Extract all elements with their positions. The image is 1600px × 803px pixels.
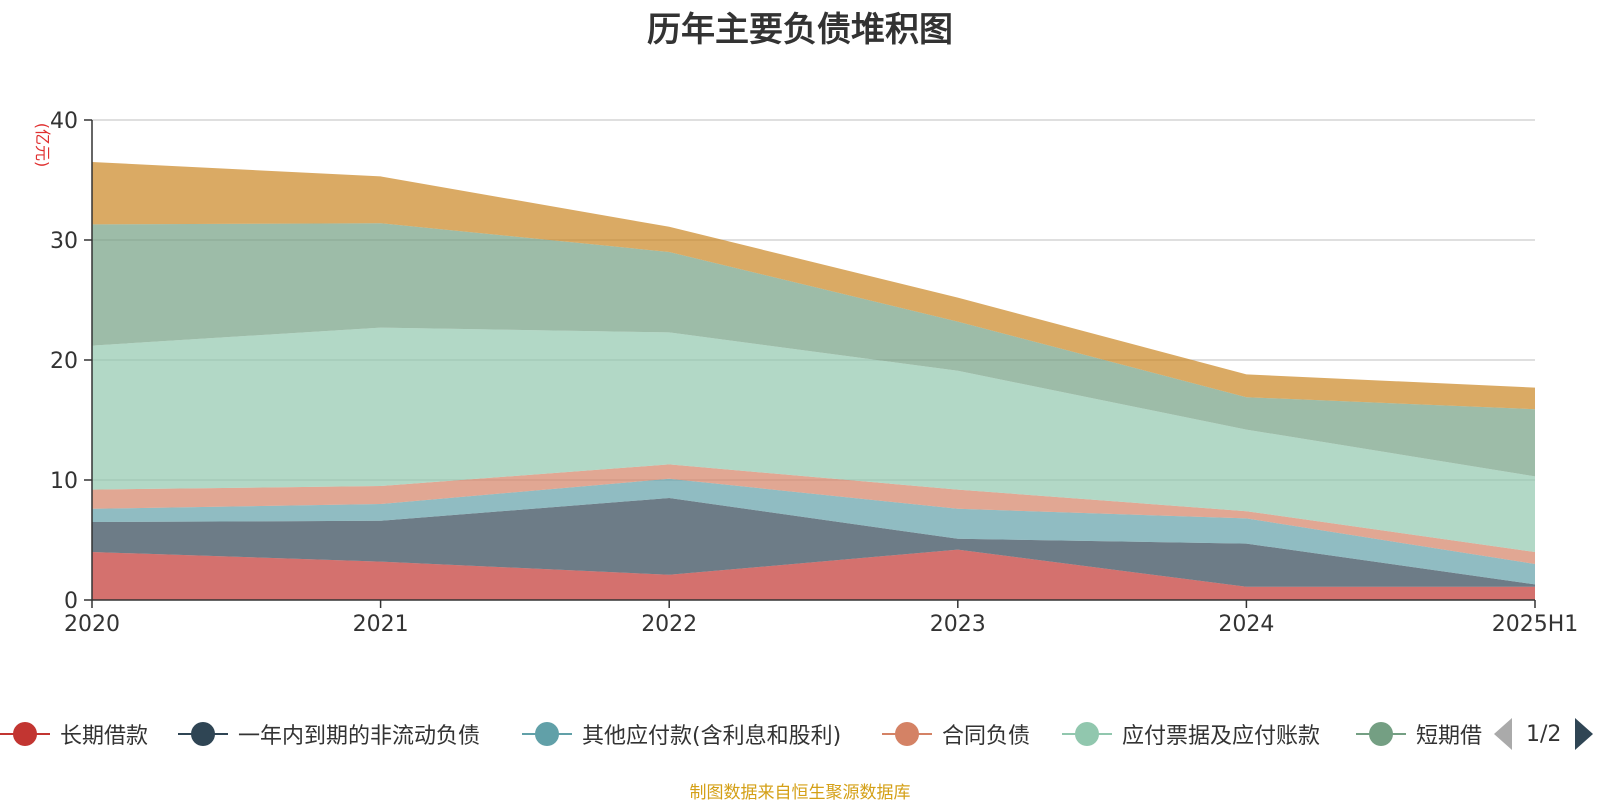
legend-item-1[interactable]: 一年内到期的非流动负债 [178,716,480,752]
legend-label: 长期借款 [60,718,148,750]
x-tick-label: 2023 [930,612,986,637]
legend-item-3[interactable]: 合同负债 [882,716,1030,752]
legend-item-0[interactable]: 长期借款 [0,716,148,752]
legend-next-arrow-icon[interactable] [1575,718,1593,750]
legend-label: 其他应付款(含利息和股利) [582,718,841,750]
legend-label: 一年内到期的非流动负债 [238,718,480,750]
y-tick-label: 20 [50,349,78,374]
legend-marker-icon [522,716,572,752]
legend-item-2[interactable]: 其他应付款(含利息和股利) [522,716,841,752]
legend-items: 长期借款 一年内到期的非流动负债 其他应付款(含利息和股利) 合同负债 应付票据及应付账… [0,716,1482,756]
legend-item-5[interactable]: 短期借款 [1356,716,1482,752]
legend-marker-icon [1356,716,1406,752]
x-tick-label: 2022 [641,612,697,637]
legend: 长期借款 一年内到期的非流动负债 其他应付款(含利息和股利) 合同负债 应付票据及应付账… [0,716,1600,756]
legend-label: 短期借款 [1416,718,1482,750]
legend-page-indicator: 1/2 [1526,722,1561,747]
legend-pager: 1/2 [1494,716,1593,752]
area-series [92,162,1535,600]
x-tick-label: 2024 [1218,612,1274,637]
y-axis-unit-label: (亿元) [33,123,52,168]
legend-marker-icon [0,716,50,752]
x-tick-label: 2025H1 [1492,612,1579,637]
y-tick-label: 10 [50,469,78,494]
stacked-area-chart: 0 10 20 30 40 2020 2021 2022 2023 2024 2025H1 (亿元) [0,0,1600,720]
legend-marker-icon [178,716,228,752]
legend-prev-arrow-icon[interactable] [1494,718,1512,750]
x-tick-label: 2021 [353,612,409,637]
legend-label: 合同负债 [942,718,1030,750]
legend-marker-icon [1062,716,1112,752]
x-tick-label: 2020 [64,612,120,637]
source-note: 制图数据来自恒生聚源数据库 [0,778,1600,803]
legend-marker-icon [882,716,932,752]
legend-item-4[interactable]: 应付票据及应付账款 [1062,716,1320,752]
y-tick-label: 40 [50,109,78,134]
y-tick-label: 30 [50,229,78,254]
legend-label: 应付票据及应付账款 [1122,718,1320,750]
y-tick-label: 0 [64,589,78,614]
